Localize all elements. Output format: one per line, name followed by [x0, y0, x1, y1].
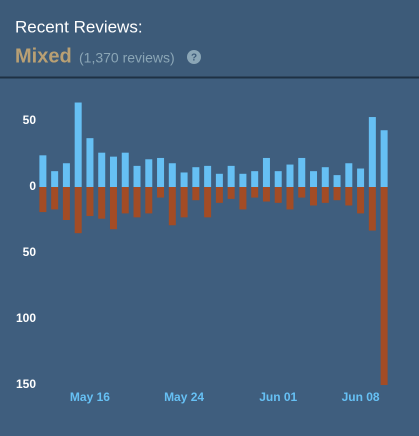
bar: [321, 167, 329, 187]
bar: [380, 130, 388, 187]
y-tick-label: 50: [23, 113, 37, 127]
bar: [98, 187, 106, 219]
bar: [133, 165, 141, 187]
help-icon-text[interactable]: ?: [191, 53, 197, 64]
x-tick-label: Jun 01: [259, 390, 297, 404]
bar: [286, 164, 294, 187]
bar: [357, 187, 365, 214]
y-tick-label: 100: [16, 311, 36, 325]
bar: [109, 187, 117, 230]
bar: [98, 152, 106, 187]
y-tick-label: 0: [29, 179, 36, 193]
bar: [357, 168, 365, 187]
bar: [368, 187, 376, 231]
bar: [51, 171, 59, 187]
bar: [286, 187, 294, 210]
bar: [74, 187, 82, 234]
bar: [62, 163, 70, 187]
bar: [133, 187, 141, 218]
bar: [345, 187, 353, 206]
bar: [227, 187, 235, 199]
bar: [168, 163, 176, 187]
bar: [333, 187, 341, 201]
bar: [168, 187, 176, 226]
bar: [274, 171, 282, 187]
bar: [310, 171, 318, 187]
bar: [109, 156, 117, 187]
bar: [180, 187, 188, 218]
bar: [333, 175, 341, 187]
help-icon[interactable]: [187, 50, 201, 64]
bar: [145, 187, 153, 214]
title: Recent Reviews:: [15, 17, 143, 36]
bar: [262, 187, 270, 202]
bar: [145, 159, 153, 187]
bar: [121, 187, 129, 214]
header-bg: [0, 0, 419, 78]
bar: [51, 187, 59, 210]
bar: [86, 187, 94, 217]
bar: [180, 172, 188, 187]
bar: [192, 167, 200, 187]
bar: [239, 187, 247, 210]
bar: [157, 157, 165, 187]
bar: [251, 187, 259, 198]
bar: [204, 165, 212, 187]
bar: [251, 171, 259, 187]
bar: [321, 187, 329, 203]
bar: [39, 187, 47, 213]
bar: [157, 187, 165, 198]
x-tick-label: Jun 08: [342, 390, 380, 404]
bar: [215, 187, 223, 203]
bar: [368, 117, 376, 187]
bar: [298, 157, 306, 187]
bar: [204, 187, 212, 218]
bar: [380, 187, 388, 385]
y-tick-label: 150: [16, 377, 36, 391]
bar: [39, 155, 47, 187]
bar: [86, 138, 94, 187]
bar: [227, 165, 235, 187]
x-tick-label: May 24: [164, 390, 204, 404]
bar: [74, 102, 82, 187]
review-count: (1,370 reviews): [79, 50, 175, 66]
bar: [310, 187, 318, 206]
bar: [345, 163, 353, 187]
bar: [215, 173, 223, 187]
y-tick-label: 50: [23, 245, 37, 259]
bar: [192, 187, 200, 201]
bar: [239, 173, 247, 187]
bar: [274, 187, 282, 203]
bar: [298, 187, 306, 198]
chart-bg: [0, 78, 419, 436]
bar: [121, 152, 129, 187]
x-tick-label: May 16: [70, 390, 110, 404]
bar: [62, 187, 70, 220]
review-summary: Mixed: [15, 45, 72, 67]
bar: [262, 157, 270, 187]
